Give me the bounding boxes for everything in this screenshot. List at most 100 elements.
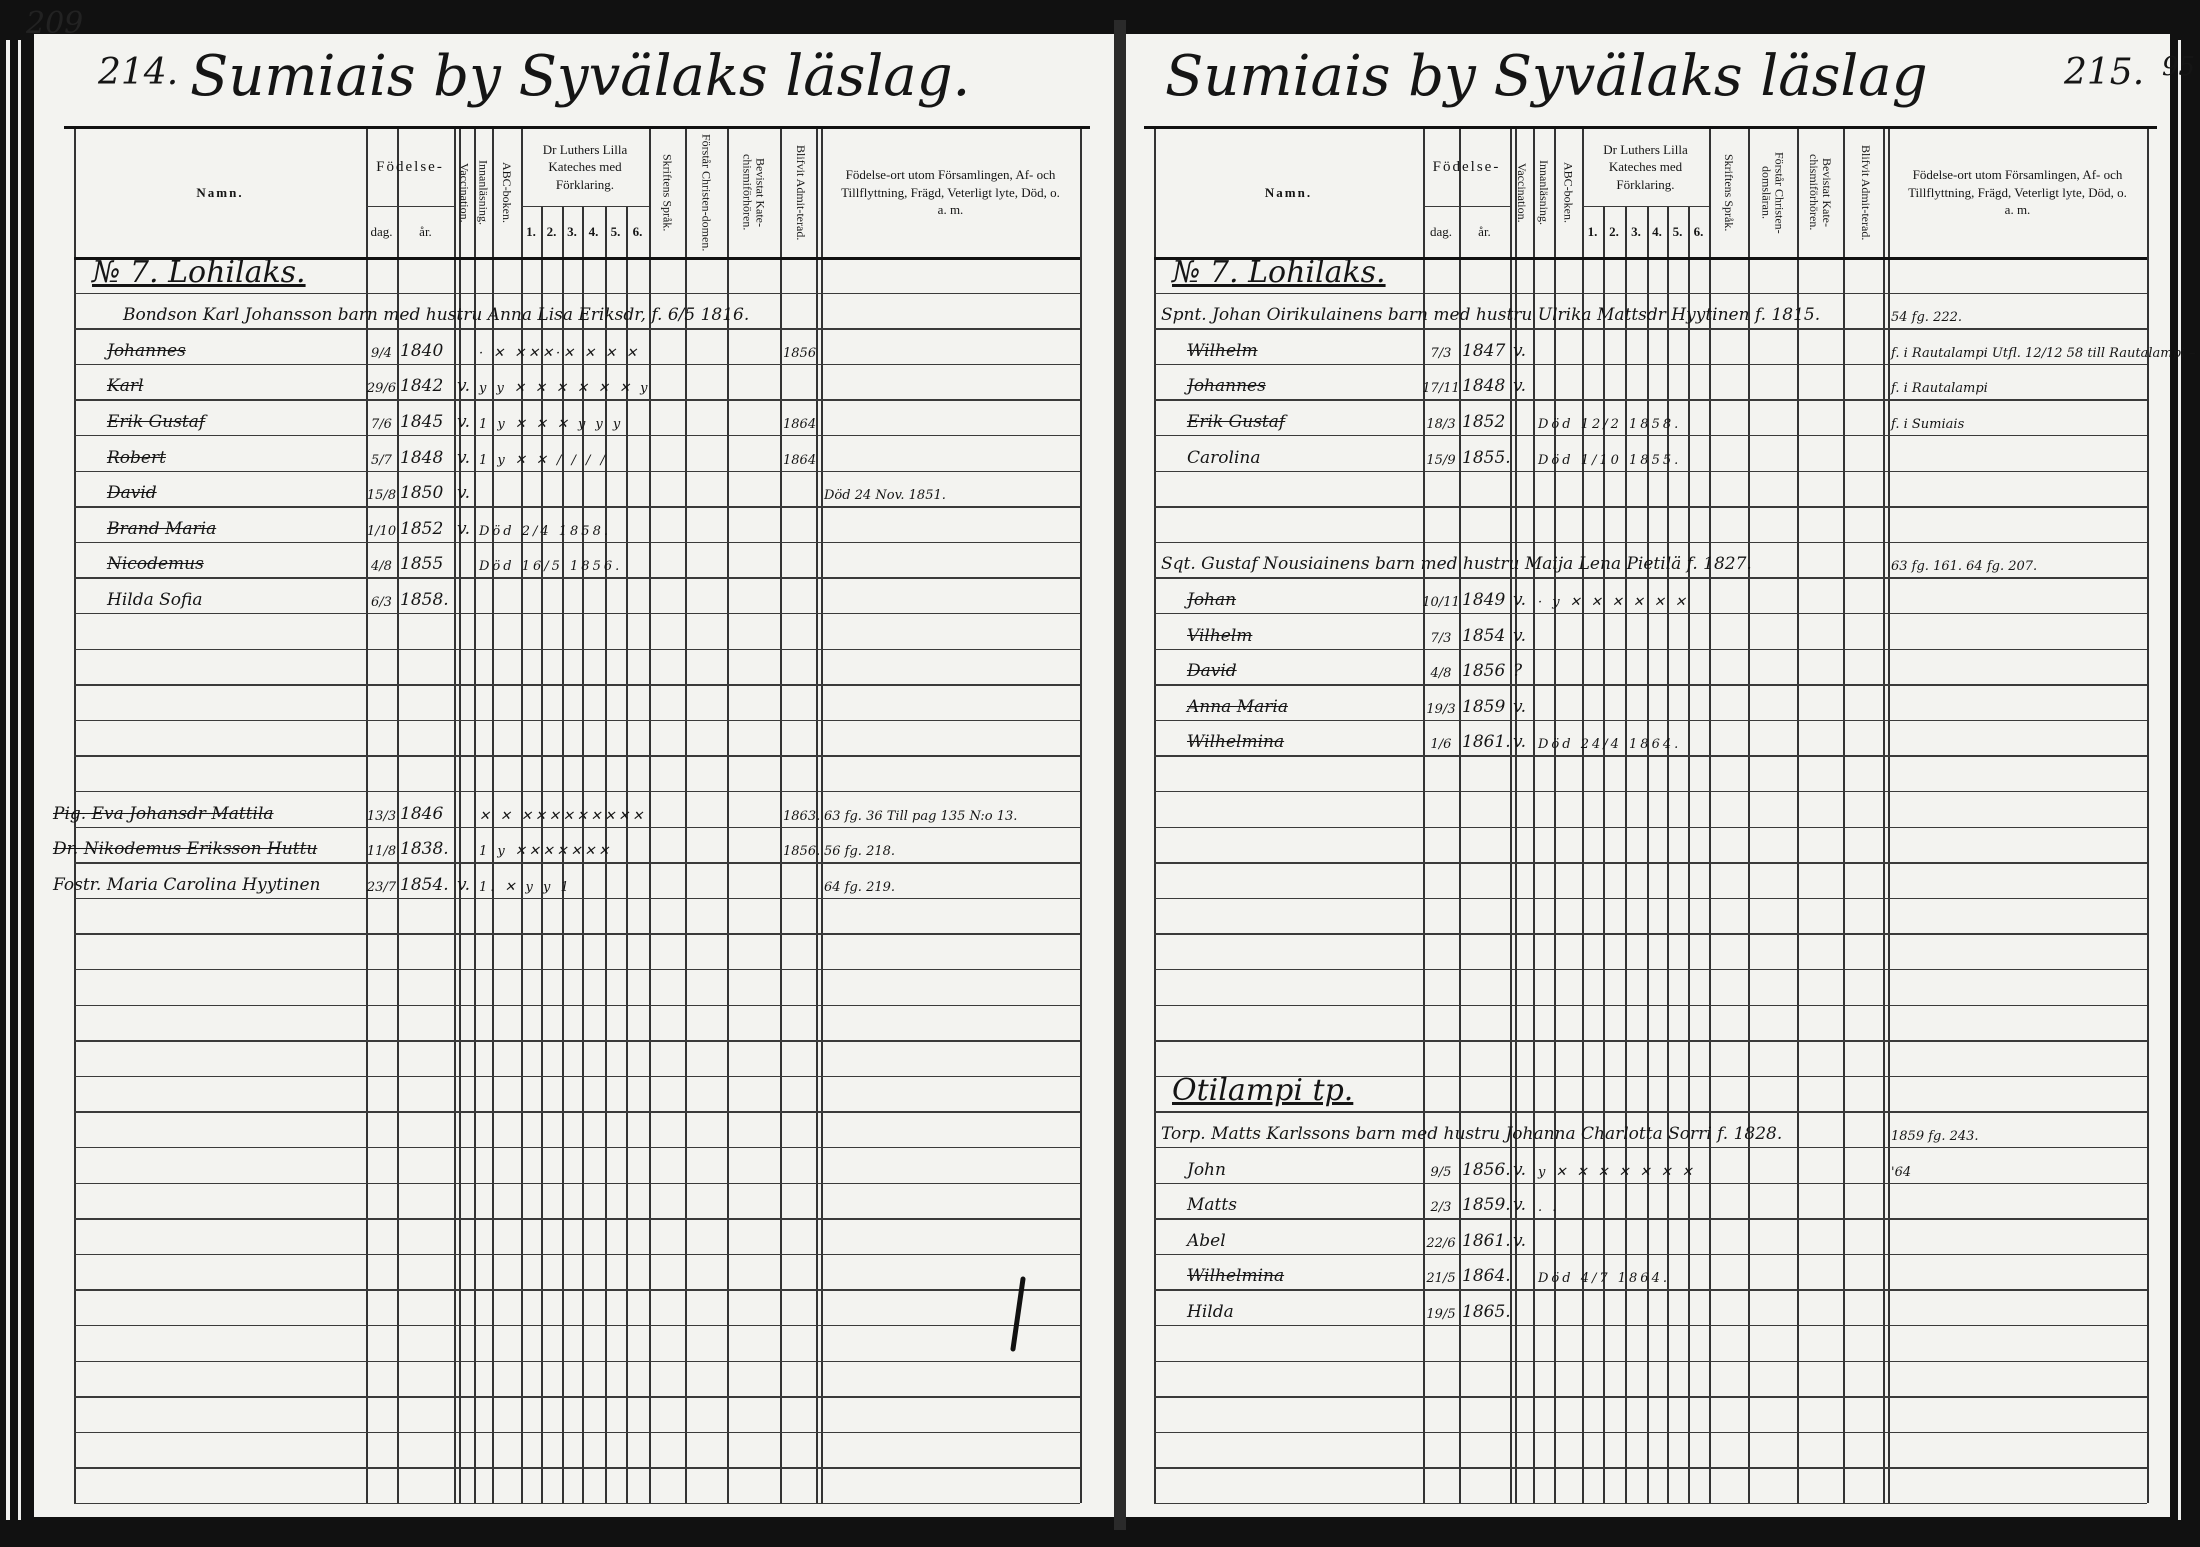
header-top-rule: [1144, 126, 2157, 129]
row-rule: [74, 1040, 1080, 1042]
reading-marks: Död 12/2 1858.: [1538, 416, 1682, 432]
column-rule: [821, 128, 823, 1503]
column-rule: [74, 128, 76, 1503]
row-rule: [1154, 613, 2147, 615]
birth-year: 1840: [400, 340, 444, 361]
row-rule: [74, 1004, 1080, 1006]
birth-year: 1846: [400, 803, 444, 824]
birth-year: 1855: [400, 554, 444, 575]
row-rule: [1154, 470, 2147, 472]
person-name: Johannes: [107, 340, 186, 361]
row-rule: [74, 328, 1080, 330]
column-rule: [1688, 206, 1690, 1503]
column-rule: [459, 128, 461, 1503]
section-heading: № 7. Lohilaks.: [92, 254, 306, 290]
row-rule: [74, 1253, 1080, 1256]
header-name: Namn.: [1264, 184, 1313, 200]
remarks-note: 56 fg. 218.: [824, 844, 896, 860]
birth-year: 1847: [1462, 340, 1506, 361]
person-name: Wilhelmina: [1187, 1266, 1285, 1287]
next-page-number: 95: [2162, 52, 2196, 82]
header-abc-book: ABC-boken.: [1561, 162, 1576, 223]
row-rule: [74, 1467, 1080, 1469]
row-rule: [1154, 1431, 2147, 1434]
birth-year: 1848: [400, 447, 444, 468]
column-rule: [562, 206, 564, 1503]
remarks-note: f. i Sumiais: [1891, 416, 1965, 432]
row-rule: [1154, 1004, 2147, 1006]
header-remarks: Födelse-ort utom Församlingen, Af- och T…: [1908, 167, 2127, 218]
birth-year: 1842: [400, 376, 444, 397]
row-rule: [1154, 684, 2147, 686]
birth-day: 7/3: [1430, 630, 1452, 646]
row-rule: [1154, 506, 2147, 508]
row-rule: [1154, 862, 2147, 864]
birth-year: 1861.: [1462, 1230, 1511, 1251]
column-rule: [1647, 206, 1649, 1503]
header-reading: Innanläsning.: [476, 160, 491, 225]
column-rule: [521, 128, 523, 1503]
row-rule: [1154, 933, 2147, 935]
header-catechism: Dr Luthers Lilla Kateches med Förklaring…: [542, 141, 628, 192]
row-rule: [74, 363, 1080, 366]
row-rule: [74, 1075, 1080, 1078]
remarks-note: Död 24 Nov. 1851.: [824, 488, 946, 504]
row-rule: [1154, 1182, 2147, 1184]
row-rule: [1154, 363, 2147, 366]
birth-day: 7/6: [371, 416, 392, 432]
header-vaccination: Vaccination.: [457, 162, 472, 223]
vaccination-mark: v.: [1513, 625, 1526, 646]
vaccination-mark: v.: [457, 483, 470, 504]
birth-year: 1854.: [400, 874, 449, 895]
column-rule: [1154, 128, 1156, 1503]
row-rule: [1154, 1396, 2147, 1398]
row-rule: [1154, 1467, 2147, 1469]
person-name: Erik Gustaf: [107, 411, 206, 432]
column-rule: [1843, 128, 1845, 1503]
page-edge: [2178, 40, 2181, 1520]
row-rule: [74, 1360, 1080, 1362]
birth-day: 6/3: [371, 594, 392, 610]
birth-day: 4/8: [1430, 666, 1452, 682]
header-understands: Förstår Christen-domsläran.: [1759, 151, 1787, 234]
birth-day: 22/6: [1426, 1235, 1456, 1251]
header-birth-day: dag.: [1429, 223, 1453, 239]
person-name: Hilda: [1187, 1301, 1234, 1322]
row-rule: [1154, 719, 2147, 722]
birth-year: 1838.: [400, 839, 449, 860]
household-head-line: Sqt. Gustaf Nousiainens barn med hustru …: [1161, 554, 1752, 575]
vaccination-mark: v.: [1513, 732, 1526, 753]
vaccination-mark: v.: [457, 447, 470, 468]
row-rule: [74, 1503, 1080, 1505]
row-rule: [74, 648, 1080, 650]
reading-marks: Död 1/10 1855.: [1538, 452, 1682, 468]
vaccination-mark: v.: [457, 376, 470, 397]
row-rule: [1154, 1075, 2147, 1078]
person-name: Wilhelm: [1187, 340, 1258, 361]
birth-year: 1855.: [1462, 447, 1511, 468]
birth-year: 1850: [400, 483, 444, 504]
row-rule: [1154, 435, 2147, 437]
header-catechism-part: 4.: [1652, 223, 1662, 239]
row-rule: [74, 1182, 1080, 1184]
column-rule: [366, 128, 368, 1503]
row-rule: [74, 1325, 1080, 1327]
birth-year: 1864.: [1462, 1266, 1511, 1287]
household-head-line: Torp. Matts Karlssons barn med hustru Jo…: [1161, 1123, 1783, 1144]
row-rule: [74, 1218, 1080, 1220]
row-rule: [74, 1431, 1080, 1434]
remarks-note: 54 fg. 222.: [1891, 310, 1963, 326]
header-catechism-part: 5.: [610, 223, 621, 239]
vaccination-mark: v.: [1513, 1159, 1526, 1180]
row-rule: [1154, 399, 2147, 401]
page-number-left: 214.: [98, 52, 179, 93]
header-bottom-rule: [1154, 257, 2147, 260]
reading-marks: 1 y ✕ ✕ / / / /: [479, 452, 608, 468]
row-rule: [1154, 1253, 2147, 1256]
row-rule: [74, 755, 1080, 757]
vaccination-mark: v.: [1513, 589, 1526, 610]
row-rule: [74, 292, 1080, 294]
birth-day: 19/3: [1426, 701, 1456, 717]
row-rule: [1154, 1147, 2147, 1149]
header-scripture: Skriftens Språk.: [660, 153, 675, 232]
